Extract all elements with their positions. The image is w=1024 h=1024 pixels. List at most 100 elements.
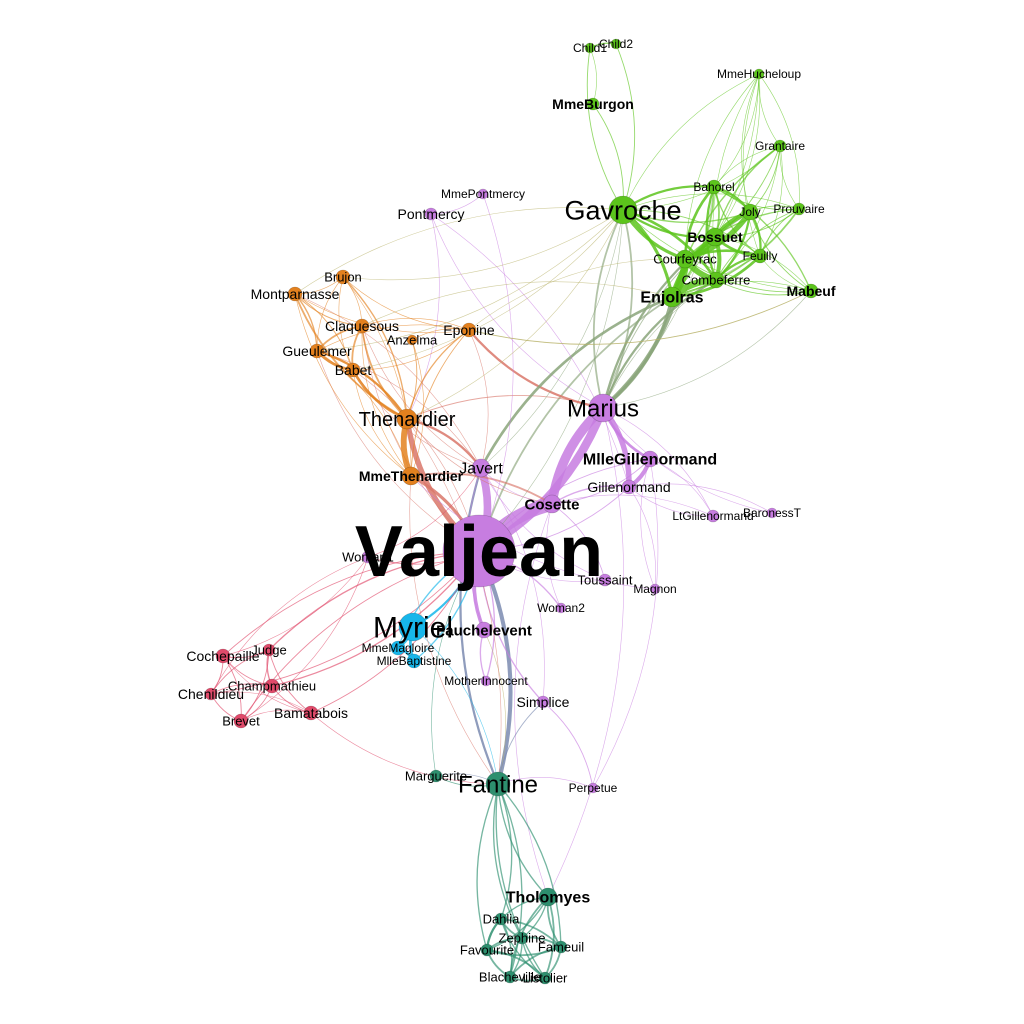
node-chenildieu <box>204 687 218 701</box>
edge-feuilly-mmehucheloup <box>742 73 761 257</box>
edge-babet-gavroche <box>352 209 624 371</box>
edge-gavroche-mmehucheloup <box>622 73 760 211</box>
node-champmathieu <box>264 678 280 694</box>
label-babet: Babet <box>335 362 372 378</box>
label-dahlia: Dahlia <box>483 912 521 927</box>
label-cochepaille: Cochepaille <box>186 648 259 664</box>
edge-valjean-brevet <box>240 550 480 722</box>
node-woman2 <box>555 602 567 614</box>
edge-mmethenardier-montparnasse <box>294 293 412 477</box>
edge-javert-montparnasse <box>294 293 482 469</box>
edge-eponine-courfeyrac <box>468 258 686 331</box>
label-chenildieu: Chenildieu <box>178 686 244 702</box>
node-perpetue <box>587 782 599 794</box>
node-simplice <box>536 695 550 709</box>
label-bossuet: Bossuet <box>687 229 743 245</box>
label-simplice: Simplice <box>517 694 570 710</box>
edge-enjolras-mmehucheloup <box>671 73 760 298</box>
node-bahorel <box>706 179 722 195</box>
edge-javert-enjolras <box>479 295 674 470</box>
edge-fantine-bamatabois <box>310 712 499 785</box>
labels-layer: Valjean Marius Javert Cosette MlleGillenorma… <box>178 37 836 985</box>
edge-fantine-blacheville <box>497 783 523 978</box>
label-zephine: Zephine <box>499 931 546 946</box>
edge-javert-woman1 <box>367 467 482 558</box>
edge-javert-eponine <box>468 329 489 469</box>
edge-claquesous-enjolras <box>361 281 673 327</box>
edge-javert-simplice <box>480 467 545 703</box>
edge-mmethenardier-anzelma <box>410 339 425 477</box>
label-anzelma: Anzelma <box>387 333 438 348</box>
label-brujon: Brujon <box>324 270 362 285</box>
edge-feuilly-grantaire <box>759 145 783 257</box>
label-fameuil: Fameuil <box>538 940 584 955</box>
node-dahlia <box>494 912 508 926</box>
edge-claquesous-montparnasse <box>294 293 363 327</box>
edge-fameuil-favourite <box>486 946 562 957</box>
label-champmathieu: Champmathieu <box>228 679 316 694</box>
edge-grantaire-mmehucheloup <box>758 73 781 147</box>
node-baronesst <box>766 507 778 519</box>
edge-eponine-gueulemer <box>316 324 470 352</box>
edge-mmepontmercy-valjean <box>478 193 514 552</box>
label-feuilly: Feuilly <box>743 249 778 263</box>
edge-marius-gavroche <box>602 209 634 409</box>
edge-javert-gueulemer <box>316 350 482 469</box>
edge-judge-brevet <box>240 649 270 722</box>
label-tholomyes: Tholomyes <box>506 890 591 907</box>
edge-fantine-myriel <box>412 626 499 785</box>
edge-gueulemer-brujon <box>316 276 344 352</box>
label-combeferre: Combeferre <box>682 273 751 288</box>
label-gavroche: Gavroche <box>564 195 681 225</box>
node-gillenormand <box>621 479 637 495</box>
edge-bossuet-mabeuf <box>714 236 812 292</box>
edge-bahorel-mabeuf <box>713 186 812 292</box>
edge-marius-mabeuf <box>602 290 812 409</box>
label-eponine: Eponine <box>443 322 495 338</box>
node-eponine <box>461 322 477 338</box>
edge-combeferre-prouvaire <box>715 208 800 281</box>
edge-mmethenardier-eponine <box>410 329 470 477</box>
node-bamatabois <box>303 705 319 721</box>
edge-dahlia-listolier <box>500 918 546 979</box>
edge-mllegillenormand-perpetue <box>592 458 659 789</box>
node-mabeuf <box>803 283 819 299</box>
edge-thenardier-brujon <box>342 276 408 420</box>
edge-mmethenardier-magnon <box>410 475 656 590</box>
edge-cosette-ltgillenormand <box>551 494 714 517</box>
edge-babet-brujon <box>338 276 354 371</box>
edge-grantaire-prouvaire <box>779 145 800 210</box>
edge-courfeyrac-mmehucheloup <box>684 73 760 260</box>
edge-cosette-mllegillenormand <box>551 458 651 505</box>
node-gueulemer <box>309 343 325 359</box>
node-blacheville <box>503 970 517 984</box>
node-brujon <box>335 269 351 285</box>
label-enjolras: Enjolras <box>640 290 703 307</box>
edge-fantine-thenardier <box>406 418 502 785</box>
edge-gillenormand-ltgillenormand <box>628 486 714 517</box>
node-favourite <box>480 943 494 957</box>
edge-fantine-mmethenardier <box>409 475 499 785</box>
edge-marius-thenardier <box>406 395 604 420</box>
edge-dahlia-fameuil <box>500 918 562 948</box>
edge-gavroche-feuilly <box>622 209 761 257</box>
edge-mmethenardier-babet <box>352 369 412 477</box>
node-gavroche <box>608 195 638 225</box>
label-gueulemer: Gueulemer <box>282 343 352 359</box>
edge-courfeyrac-prouvaire <box>684 208 800 260</box>
label-claquesous: Claquesous <box>325 318 399 334</box>
edge-pontmercy-thenardier <box>406 213 440 420</box>
node-mmeburgon <box>586 97 600 111</box>
edge-fantine-listolier <box>495 783 546 979</box>
label-bamatabois: Bamatabois <box>274 705 348 721</box>
edge-chenildieu-bamatabois <box>210 691 312 714</box>
edge-marius-feuilly <box>602 255 761 409</box>
edge-thenardier-gueulemer <box>315 349 409 421</box>
node-tholomyes <box>538 887 558 907</box>
node-montparnasse <box>287 286 303 302</box>
edge-bossuet-grantaire <box>714 145 781 238</box>
edge-bossuet-prouvaire <box>714 208 800 238</box>
label-grantaire: Grantaire <box>755 139 805 153</box>
node-mllebaptistine <box>406 653 422 669</box>
node-judge <box>262 643 276 657</box>
